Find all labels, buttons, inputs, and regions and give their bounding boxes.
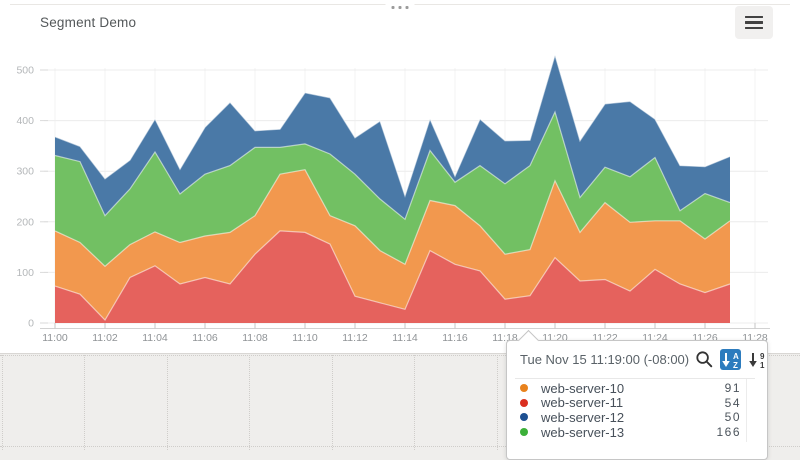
tooltip-row[interactable]: web-server-12 50 <box>507 410 767 425</box>
svg-text:0: 0 <box>28 318 34 330</box>
chart-tooltip: Tue Nov 15 11:19:00 (-08:00) A Z 9 1 <box>506 329 768 460</box>
sort-numeric-button[interactable]: 9 1 <box>747 349 768 370</box>
svg-text:A: A <box>733 352 739 361</box>
svg-text:11:02: 11:02 <box>92 332 118 344</box>
svg-text:11:16: 11:16 <box>442 332 468 344</box>
widget-title: Segment Demo <box>40 15 137 30</box>
series-color-dot <box>520 428 528 437</box>
svg-text:11:00: 11:00 <box>42 332 68 344</box>
svg-text:500: 500 <box>16 65 34 77</box>
tooltip-separator <box>515 378 755 379</box>
hamburger-icon <box>745 15 763 19</box>
widget-menu-button[interactable] <box>735 6 773 39</box>
tooltip-scroll-divider <box>746 379 747 442</box>
svg-text:Z: Z <box>733 361 738 369</box>
series-color-dot <box>520 398 528 407</box>
series-color-dot <box>520 384 528 393</box>
svg-text:11:10: 11:10 <box>292 332 318 344</box>
svg-text:11:04: 11:04 <box>142 332 168 344</box>
search-button[interactable] <box>695 349 714 370</box>
sort-numeric-desc-icon: 9 1 <box>749 352 765 369</box>
series-name: web-server-13 <box>541 424 625 440</box>
series-value: 50 <box>724 410 741 425</box>
tooltip-rows: web-server-10 91 web-server-11 54 web-server… <box>507 381 767 440</box>
series-color-dot <box>520 413 528 422</box>
svg-text:100: 100 <box>16 267 34 279</box>
search-icon <box>696 351 713 368</box>
svg-text:11:14: 11:14 <box>392 332 418 344</box>
svg-text:400: 400 <box>16 115 34 127</box>
drag-handle-icon[interactable] <box>385 3 415 11</box>
tooltip-timestamp: Tue Nov 15 11:19:00 (-08:00) <box>520 352 690 367</box>
series-value: 54 <box>724 395 741 410</box>
svg-text:11:12: 11:12 <box>342 332 368 344</box>
sort-alpha-desc-icon: A Z <box>722 352 739 369</box>
area-chart-svg[interactable]: 11:00 11:02 11:04 11:06 11:08 11:10 11:12 11:14… <box>0 40 800 350</box>
tooltip-row[interactable]: web-server-11 54 <box>507 395 767 411</box>
svg-text:300: 300 <box>16 166 34 178</box>
chart-widget-panel: Segment Demo 11:00 11:02 11:04 11:06 11:08 11… <box>0 0 800 354</box>
series-name: web-server-11 <box>541 395 624 411</box>
svg-text:1: 1 <box>760 361 765 369</box>
svg-text:11:08: 11:08 <box>242 332 268 344</box>
series-value: 91 <box>724 381 741 396</box>
series-name: web-server-10 <box>541 380 625 396</box>
svg-text:200: 200 <box>16 216 34 228</box>
sort-alpha-button[interactable]: A Z <box>720 349 742 370</box>
tooltip-row[interactable]: web-server-13 166 <box>507 425 767 440</box>
tooltip-row[interactable]: web-server-10 91 <box>507 381 767 396</box>
series-value: 166 <box>716 425 741 440</box>
svg-text:11:06: 11:06 <box>192 332 218 344</box>
svg-text:9: 9 <box>760 352 765 361</box>
series-name: web-server-12 <box>541 409 625 425</box>
stacked-area-chart[interactable]: 11:00 11:02 11:04 11:06 11:08 11:10 11:12 11:14… <box>0 40 800 350</box>
